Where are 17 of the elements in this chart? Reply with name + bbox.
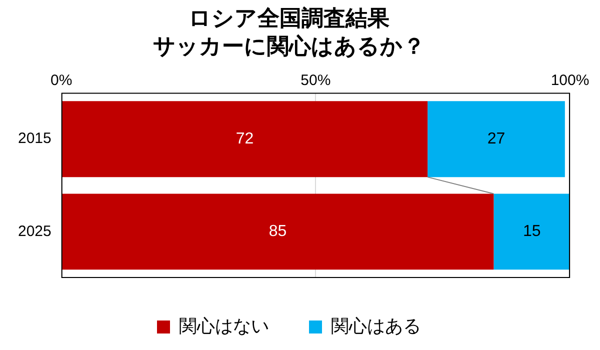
data-label: 72: [236, 130, 254, 148]
chart-title: ロシア全国調査結果: [188, 5, 390, 30]
data-label: 85: [268, 223, 287, 240]
bar: [428, 101, 565, 178]
data-label: 27: [487, 130, 506, 148]
legend-label: 関心はある: [331, 316, 421, 336]
x-tick-label: 50%: [300, 72, 331, 89]
x-tick-label: 0%: [50, 72, 72, 89]
legend-label: 関心はない: [179, 316, 269, 336]
chart-subtitle: サッカーに関心はあるか？: [153, 34, 425, 59]
bar: [494, 194, 570, 270]
y-tick-label: 2025: [18, 222, 52, 240]
y-tick-label: 2015: [18, 130, 52, 148]
data-label: 15: [522, 223, 541, 240]
bar: [62, 194, 494, 270]
x-tick-label: 100%: [550, 72, 590, 89]
bar: [62, 101, 428, 178]
